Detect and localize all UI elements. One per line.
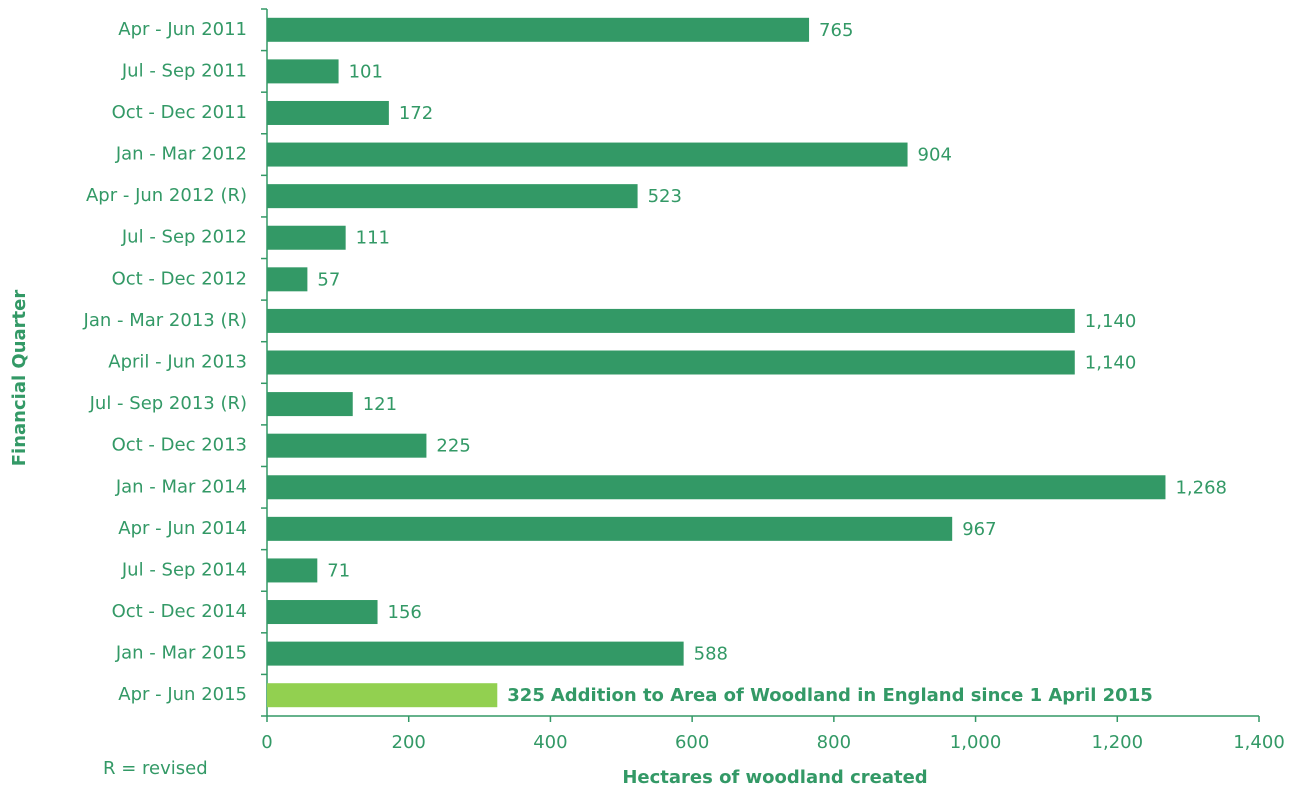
value-label: 225 <box>436 436 470 457</box>
y-tick-label: Apr - Jun 2011 <box>118 19 247 40</box>
value-label: 904 <box>918 145 952 166</box>
bar <box>267 100 389 125</box>
value-label: 1,140 <box>1085 311 1137 332</box>
bar <box>267 17 810 42</box>
y-tick-label: Apr - Jun 2015 <box>118 684 247 705</box>
y-tick-label: Apr - Jun 2014 <box>118 518 247 539</box>
bar <box>267 308 1075 333</box>
y-tick-label: April - Jun 2013 <box>108 352 247 373</box>
y-tick-label: Jul - Sep 2013 (R) <box>89 393 247 414</box>
y-tick-label: Jan - Mar 2015 <box>115 643 247 664</box>
y-axis-label: Financial Quarter <box>9 290 30 467</box>
y-tick-label: Jul - Sep 2011 <box>121 60 247 81</box>
value-label: 71 <box>327 560 350 581</box>
value-label: 1,140 <box>1085 353 1137 374</box>
x-tick-label: 800 <box>817 732 851 753</box>
value-label: 523 <box>648 186 682 207</box>
y-tick-label: Oct - Dec 2012 <box>112 268 247 289</box>
x-tick-label: 1,400 <box>1233 732 1285 753</box>
x-tick-label: 1,200 <box>1092 732 1144 753</box>
value-label: 1,268 <box>1175 477 1227 498</box>
x-tick-label: 400 <box>533 732 567 753</box>
value-label: 588 <box>694 644 728 665</box>
y-tick-label: Oct - Dec 2013 <box>112 435 247 456</box>
y-tick-label: Jul - Sep 2014 <box>121 559 247 580</box>
bar <box>267 433 427 458</box>
value-label: 172 <box>399 103 433 124</box>
bar <box>267 350 1075 375</box>
bar <box>267 142 908 167</box>
bar <box>267 59 339 84</box>
x-tick-label: 0 <box>261 732 272 753</box>
bar <box>267 267 308 292</box>
value-label: 111 <box>356 228 390 249</box>
x-tick-label: 200 <box>392 732 426 753</box>
bar <box>267 392 353 417</box>
annotation: Addition to Area of Woodland in England … <box>551 685 1153 706</box>
y-tick-label: Apr - Jun 2012 (R) <box>86 185 247 206</box>
y-tick-label: Oct - Dec 2014 <box>112 601 247 622</box>
x-tick-label: 1,000 <box>950 732 1002 753</box>
y-tick-label: Oct - Dec 2011 <box>112 102 247 123</box>
value-label: 57 <box>317 269 340 290</box>
bar <box>267 641 684 666</box>
bar <box>267 558 318 583</box>
value-label: 101 <box>349 61 383 82</box>
bar <box>267 600 378 625</box>
value-label: 325 <box>507 685 545 706</box>
value-label: 967 <box>962 519 996 540</box>
y-tick-label: Jan - Mar 2013 (R) <box>83 310 247 331</box>
note: R = revised <box>103 758 208 779</box>
y-tick-label: Jul - Sep 2012 <box>121 227 247 248</box>
y-tick-label: Jan - Mar 2014 <box>115 476 247 497</box>
value-label: 121 <box>363 394 397 415</box>
y-tick-label: Jan - Mar 2012 <box>115 144 247 165</box>
x-tick-label: 600 <box>675 732 709 753</box>
bar <box>267 184 638 209</box>
x-axis-label: Hectares of woodland created <box>622 767 927 788</box>
bar <box>267 683 498 708</box>
bar <box>267 225 346 250</box>
bar <box>267 516 953 541</box>
bar <box>267 475 1166 500</box>
value-label: 765 <box>819 20 853 41</box>
value-label: 156 <box>388 602 422 623</box>
